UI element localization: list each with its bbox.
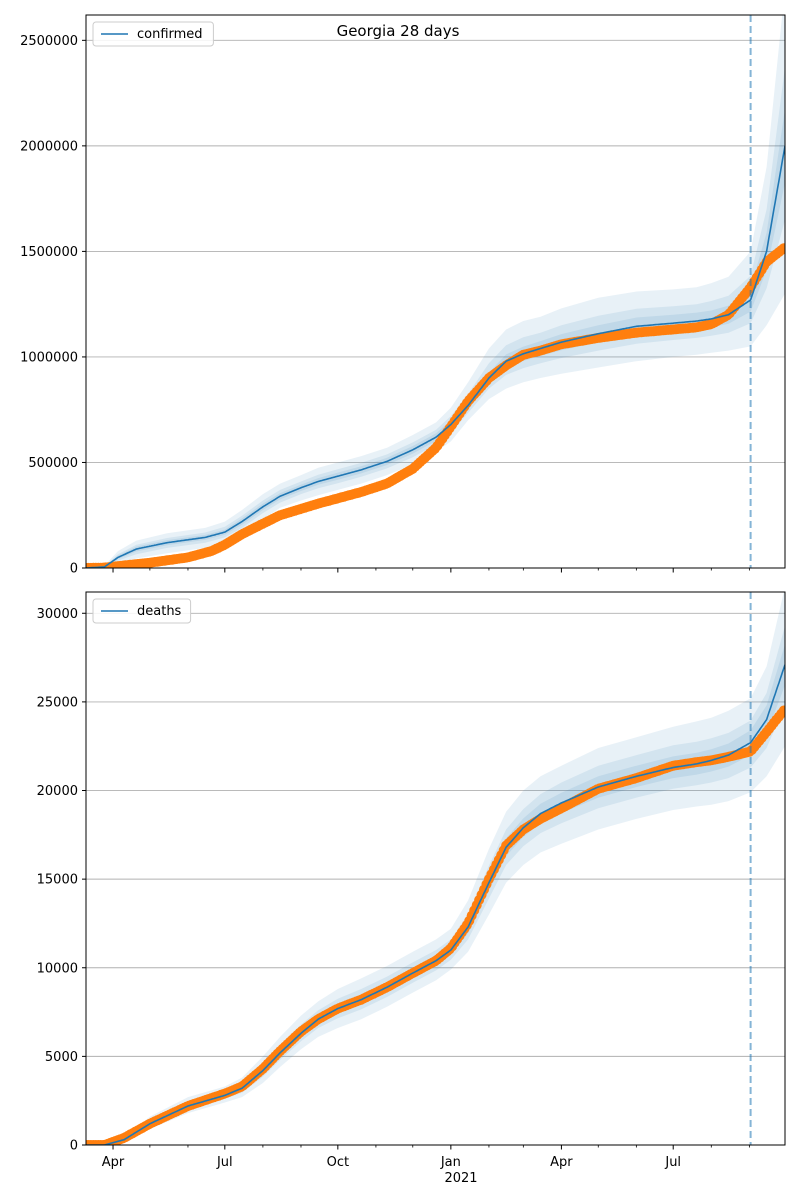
uncertainty-band-middle (86, 625, 785, 1145)
x-tick-label: Jul (216, 1155, 233, 1170)
y-tick-label: 1500000 (20, 245, 78, 260)
x-tick-label: Apr (102, 1155, 125, 1170)
y-tick-label: 0 (70, 562, 78, 577)
legend: confirmed (92, 21, 214, 47)
y-tick-label: 30000 (37, 607, 78, 622)
observed-point (778, 705, 785, 716)
legend-label: deaths (137, 604, 182, 619)
y-tick-label: 10000 (37, 961, 78, 976)
y-tick-label: 15000 (37, 873, 78, 888)
confirmed-panel: 0 500000 1000000 1500000 2000000 2500000 confi… (20, 14, 786, 577)
uncertainty-band-outer (86, 15, 785, 568)
y-tick-label: 20000 (37, 784, 78, 799)
axes-frame (85, 14, 786, 569)
deaths-panel: 0 5000 10000 15000 20000 25000 30000 Apr Jul Oct J… (37, 591, 786, 1170)
legend-box (92, 598, 192, 624)
observed-point (778, 243, 785, 254)
x-tick-label: Apr (550, 1155, 573, 1170)
y-tick-label: 1000000 (20, 350, 78, 365)
model-line (86, 664, 785, 1145)
x-tick-label: Oct (327, 1155, 349, 1170)
x-axis-year-label: 2021 (444, 1171, 477, 1186)
legend-label: confirmed (137, 27, 203, 42)
x-tick-label: Jul (664, 1155, 681, 1170)
y-tick-label: 25000 (37, 695, 78, 710)
model-line (86, 145, 785, 568)
x-tick-label: Jan (440, 1155, 461, 1170)
axes-frame (85, 591, 786, 1146)
y-tick-label: 2000000 (20, 139, 78, 154)
y-tick-label: 0 (70, 1139, 78, 1154)
legend: deaths (92, 598, 192, 624)
y-tick-label: 2500000 (20, 34, 78, 49)
y-tick-label: 5000 (45, 1050, 78, 1065)
legend-box (92, 21, 214, 47)
y-tick-label: 500000 (28, 456, 78, 471)
uncertainty-band-middle (86, 66, 785, 568)
chart-title: Georgia 28 days (337, 22, 460, 40)
uncertainty-band-outer (86, 592, 785, 1145)
uncertainty-band-inner (86, 644, 785, 1145)
